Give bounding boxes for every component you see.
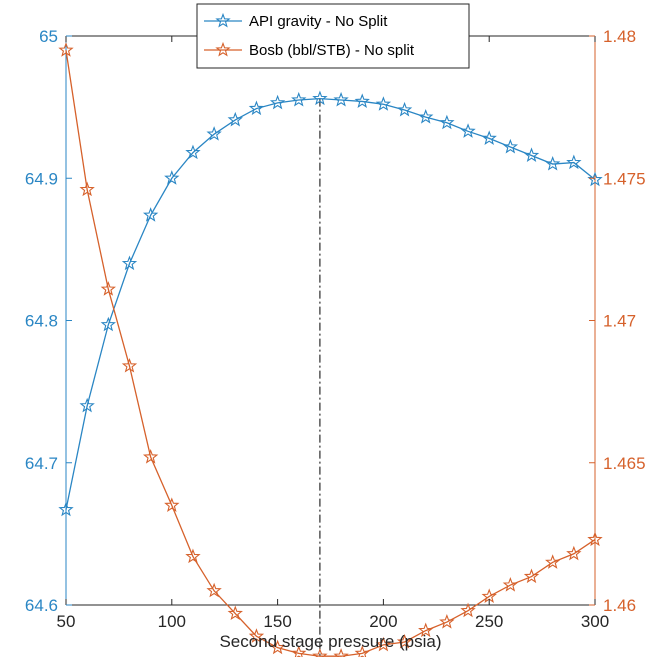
data-point-star (502, 138, 519, 154)
legend-label: API gravity - No Split (249, 13, 388, 30)
axes-box (65, 35, 596, 606)
data-point-star (523, 568, 540, 584)
data-point-star (142, 448, 159, 464)
data-point-star (460, 123, 476, 138)
series-line (65, 97, 596, 510)
data-point-star (566, 154, 582, 170)
legend-entry: Bosb (bbl/STB) - No split (204, 41, 415, 59)
data-point-star (502, 577, 519, 592)
data-point-star (523, 147, 540, 163)
legend: API gravity - No Split Bosb (bbl/STB) - N… (196, 3, 470, 69)
data-point-star (439, 114, 455, 130)
legend-box (196, 3, 470, 69)
data-point-star (58, 501, 74, 517)
data-point-star (142, 207, 159, 222)
data-point-star (396, 101, 413, 117)
data-point-star (587, 531, 603, 547)
data-point-star (100, 316, 116, 332)
data-point-star (566, 545, 582, 561)
data-point-star (312, 648, 328, 657)
data-point-star (79, 181, 95, 197)
data-point-star (439, 613, 455, 629)
x-tick-label: 150 (263, 612, 291, 631)
data-point-star (58, 42, 74, 57)
data-point-star (121, 255, 138, 271)
data-point-star (206, 582, 222, 598)
data-point-star (375, 96, 392, 111)
x-tick-label: 100 (158, 612, 186, 631)
data-point-star (587, 171, 603, 187)
data-point-star (354, 645, 370, 657)
y-right-tick-label: 1.47 (603, 312, 636, 331)
y-left-tick-label: 64.6 (25, 596, 58, 615)
y-right-tick-label: 1.48 (603, 27, 636, 46)
data-point-star (248, 100, 265, 116)
y-right-tick-label: 1.46 (603, 596, 636, 615)
legend-star-icon (215, 12, 231, 28)
data-point-star (291, 645, 307, 657)
data-point-star (185, 548, 201, 564)
data-point-star (185, 144, 201, 160)
data-point-star (545, 155, 561, 171)
y-left-tick-label: 64.9 (25, 169, 58, 188)
ticks-layer: 50 100 150 200 250 300 64.6 64.7 64.8 64.9 65 1.46 1… (25, 27, 646, 631)
data-point-star (121, 357, 138, 373)
y-left-tick-label: 64.7 (25, 454, 58, 473)
data-point-star (418, 109, 434, 124)
legend-entry: API gravity - No Split (204, 12, 388, 30)
data-point-star (333, 648, 349, 657)
data-point-star (418, 622, 434, 638)
data-point-star (354, 93, 370, 108)
data-point-star (291, 91, 307, 107)
data-point-star (248, 628, 265, 643)
series-2 (58, 42, 603, 657)
y-left-tick-label: 64.8 (25, 312, 58, 331)
data-point-star (545, 554, 561, 569)
data-point-star (206, 126, 222, 141)
x-tick-label: 50 (57, 612, 76, 631)
data-point-star (481, 130, 497, 145)
data-point-star (227, 605, 243, 621)
data-point-star (269, 639, 286, 655)
data-point-star (312, 90, 328, 106)
data-point-star (460, 602, 476, 618)
x-tick-label: 250 (475, 612, 503, 631)
y-left-tick-label: 65 (39, 27, 58, 46)
data-point-star (375, 636, 392, 652)
series-1 (58, 90, 603, 517)
x-tick-label: 200 (369, 612, 397, 631)
data-point-star (333, 91, 349, 107)
data-point-star (396, 633, 413, 649)
data-point-star (164, 170, 180, 185)
y-right-tick-label: 1.465 (603, 454, 646, 473)
data-point-star (100, 281, 116, 296)
data-point-star (227, 111, 243, 127)
x-axis-label: Second stage pressure (psia) (219, 632, 441, 651)
series-line (65, 50, 596, 657)
legend-label: Bosb (bbl/STB) - No split (249, 42, 415, 59)
data-point-star (164, 497, 180, 512)
y-right-tick-label: 1.475 (603, 169, 646, 188)
x-tick-label: 300 (581, 612, 609, 631)
series-layer (58, 42, 603, 657)
data-point-star (269, 94, 286, 110)
data-point-star (79, 397, 95, 413)
legend-star-icon (215, 41, 231, 57)
